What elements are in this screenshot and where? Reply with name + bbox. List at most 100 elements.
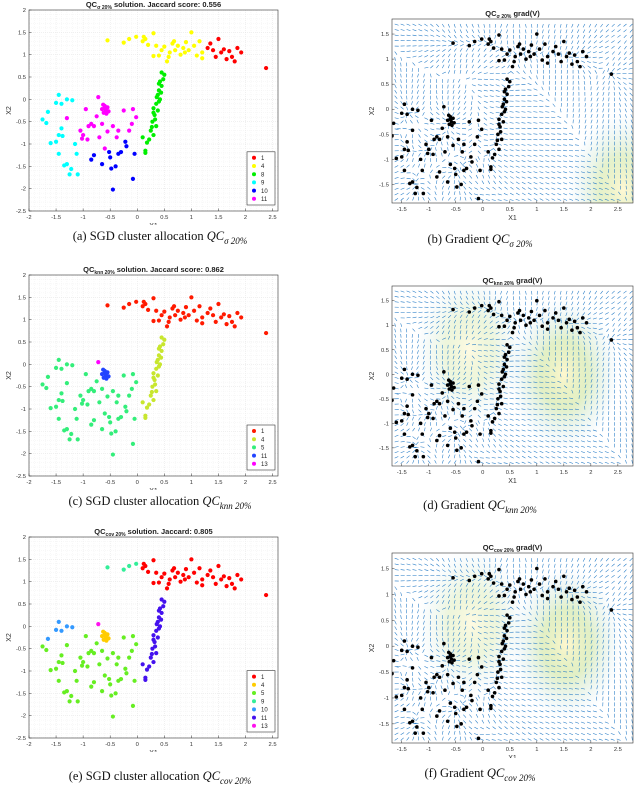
- gradient-arrow: [459, 306, 464, 310]
- data-point: [416, 373, 420, 378]
- gradient-arrow: [533, 450, 538, 454]
- gradient-arrow: [507, 320, 512, 324]
- gradient-arrow: [557, 671, 562, 673]
- gradient-arrow: [427, 450, 431, 453]
- gradient-arrow: [483, 314, 487, 319]
- gradient-arrow: [507, 600, 510, 604]
- data-point-cluster-1: [194, 580, 199, 585]
- gradient-arrow: [442, 589, 446, 593]
- gradient-arrow: [580, 419, 585, 421]
- gradient-arrow: [610, 198, 615, 201]
- data-point: [451, 381, 455, 385]
- gradient-arrow: [527, 144, 532, 146]
- gradient-arrow: [427, 737, 431, 741]
- gradient-arrow: [463, 371, 467, 376]
- gradient-arrow: [557, 414, 562, 416]
- gradient-arrow: [475, 422, 479, 426]
- gradient-arrow: [533, 424, 538, 427]
- gradient-arrow: [436, 59, 440, 63]
- data-point-cluster-9: [70, 98, 75, 103]
- gradient-arrow: [448, 167, 453, 169]
- gradient-arrow: [465, 594, 468, 599]
- gradient-arrow: [500, 29, 502, 34]
- gradient-arrow: [623, 51, 627, 55]
- gradient-arrow: [602, 378, 604, 383]
- data-point: [510, 330, 515, 335]
- gradient-arrow: [406, 569, 411, 571]
- gradient-arrow: [400, 159, 404, 163]
- gradient-arrow: [533, 732, 538, 735]
- gradient-arrow: [489, 148, 494, 152]
- x-tick-label: 0: [136, 215, 139, 221]
- gradient-arrow: [617, 81, 621, 85]
- gradient-arrow: [504, 444, 508, 448]
- gradient-arrow: [406, 683, 409, 688]
- gradient-arrow: [533, 440, 538, 443]
- gradient-arrow: [521, 659, 526, 661]
- gradient-arrow: [462, 654, 467, 658]
- data-point-cluster-11: [151, 637, 156, 642]
- gradient-arrow: [527, 133, 532, 135]
- data-point-cluster-1: [166, 319, 171, 324]
- gradient-arrow: [475, 697, 479, 701]
- gradient-arrow: [533, 94, 538, 96]
- data-point: [551, 316, 555, 320]
- gradient-arrow: [566, 108, 568, 113]
- gradient-arrow: [612, 75, 615, 80]
- gradient-arrow: [557, 461, 562, 464]
- gradient-arrow: [527, 424, 532, 427]
- gradient-arrow: [494, 296, 497, 300]
- data-point: [609, 338, 614, 342]
- data-point-cluster-5: [59, 653, 64, 658]
- gradient-arrow: [588, 34, 592, 39]
- gradient-arrow: [630, 373, 633, 378]
- data-point-cluster-5: [110, 452, 116, 457]
- gradient-arrow: [441, 416, 443, 421]
- data-point: [499, 401, 504, 406]
- data-point: [402, 147, 407, 152]
- gradient-arrow: [442, 34, 446, 38]
- gradient-arrow: [418, 683, 422, 687]
- data-point-cluster-5: [40, 644, 45, 649]
- gradient-arrow: [468, 192, 473, 196]
- gradient-arrow: [483, 393, 488, 396]
- gradient-arrow: [560, 80, 563, 85]
- gradient-arrow: [539, 419, 544, 421]
- gradient-arrow: [475, 438, 479, 443]
- gradient-arrow: [477, 123, 480, 127]
- data-point-cluster-10: [123, 139, 128, 144]
- gradient-arrow: [560, 605, 563, 610]
- x-tick-label: -1: [81, 742, 86, 748]
- gradient-arrow: [400, 697, 404, 701]
- data-point: [405, 377, 409, 381]
- gradient-arrow: [410, 384, 413, 389]
- gradient-arrow: [596, 147, 598, 151]
- x-axis-label: X1: [508, 478, 517, 485]
- gradient-arrow: [453, 730, 456, 735]
- gradient-arrow: [480, 738, 484, 741]
- y-tick-label: -2.5: [16, 736, 26, 742]
- gradient-arrow: [581, 456, 585, 459]
- gradient-arrow: [430, 316, 435, 319]
- gradient-arrow: [569, 456, 574, 459]
- data-point: [425, 415, 430, 420]
- gradient-arrow: [400, 290, 405, 293]
- gradient-arrow: [394, 446, 399, 448]
- gradient-arrow: [424, 696, 426, 701]
- gradient-arrow: [515, 413, 520, 416]
- data-point: [452, 120, 456, 125]
- gradient-arrow: [527, 653, 532, 656]
- data-point: [517, 308, 522, 313]
- gradient-arrow: [495, 674, 498, 678]
- gradient-arrow: [436, 339, 440, 342]
- gradient-arrow: [489, 393, 494, 395]
- gradient-arrow: [557, 198, 562, 201]
- gradient-arrow: [557, 693, 562, 696]
- data-point: [497, 382, 501, 386]
- gradient-arrow: [441, 152, 443, 157]
- gradient-arrow: [424, 321, 429, 324]
- gradient-arrow: [569, 670, 574, 673]
- gradient-arrow: [454, 693, 459, 696]
- gradient-arrow: [504, 181, 508, 185]
- gradient-arrow: [427, 720, 431, 724]
